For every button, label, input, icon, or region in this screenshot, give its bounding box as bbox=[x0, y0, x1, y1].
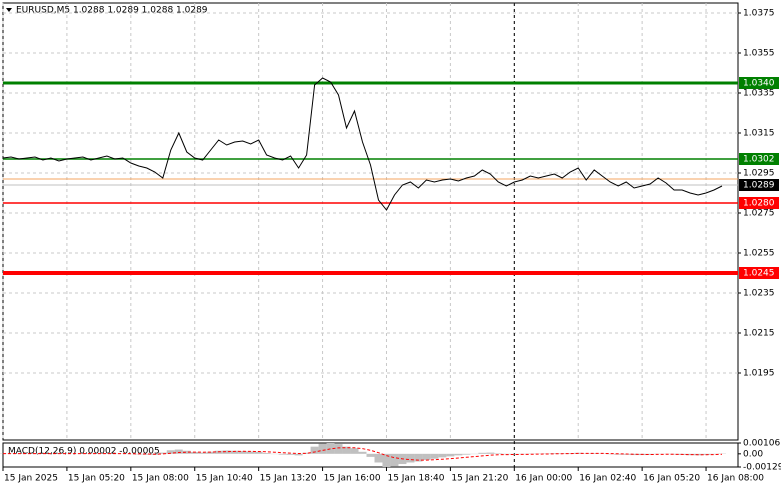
macd-bar bbox=[182, 450, 191, 454]
x-tick-label: 16 Jan 08:00 bbox=[707, 474, 764, 484]
macd-bar bbox=[502, 453, 511, 455]
macd-bar bbox=[206, 451, 215, 454]
macd-bar bbox=[350, 448, 359, 454]
y-tick-label: 1.0275 bbox=[743, 209, 775, 219]
y-tick-label: 1.0375 bbox=[743, 9, 775, 19]
y-tick-label: 1.0195 bbox=[743, 369, 775, 379]
x-tick-label: 15 Jan 13:20 bbox=[260, 474, 317, 484]
macd-bar bbox=[278, 453, 287, 455]
macd-bar bbox=[550, 453, 559, 454]
macd-bar bbox=[238, 451, 247, 454]
macd-bar bbox=[646, 453, 655, 455]
signal-line bbox=[3, 447, 723, 461]
macd-bar bbox=[422, 453, 431, 460]
macd-bar bbox=[486, 452, 495, 454]
bid-label: 1.0289 bbox=[743, 181, 775, 191]
macd-bar bbox=[222, 450, 231, 454]
macd-bar bbox=[310, 446, 319, 454]
macd-bar bbox=[318, 443, 327, 454]
level-label-box bbox=[739, 267, 779, 279]
price-line bbox=[2, 77, 723, 211]
macd-bar bbox=[390, 453, 399, 467]
y-tick-label: 1.0315 bbox=[743, 129, 775, 139]
level-label-box bbox=[739, 77, 779, 89]
y-tick-label: 0.00 bbox=[743, 449, 763, 459]
y-tick-label: -0.00129 bbox=[743, 463, 781, 473]
macd-bar bbox=[102, 453, 111, 454]
y-tick-label: 1.0335 bbox=[743, 89, 775, 99]
level-label: 1.0280 bbox=[743, 199, 775, 209]
x-tick-label: 15 Jan 08:00 bbox=[132, 474, 189, 484]
x-tick-label: 16 Jan 02:40 bbox=[579, 474, 636, 484]
macd-bar bbox=[198, 452, 207, 454]
macd-bar bbox=[430, 453, 439, 459]
macd-bar bbox=[382, 453, 391, 467]
macd-bar bbox=[406, 453, 415, 463]
chart-title: EURUSD,M5 1.0288 1.0289 1.0288 1.0289 bbox=[16, 6, 208, 16]
macd-bar bbox=[494, 453, 503, 454]
macd-bar bbox=[462, 453, 471, 455]
macd-bar bbox=[262, 453, 271, 454]
macd-bar bbox=[438, 453, 447, 458]
macd-bar bbox=[342, 446, 351, 454]
macd-title: MACD(12,26,9) 0.00002 -0.00005 bbox=[8, 447, 160, 457]
macd-bar bbox=[190, 451, 199, 454]
y-tick-label: 1.0215 bbox=[743, 329, 775, 339]
macd-bar bbox=[254, 451, 263, 454]
level-label: 1.0245 bbox=[743, 269, 775, 279]
macd-panel bbox=[2, 442, 739, 468]
macd-bar bbox=[158, 452, 167, 454]
y-tick-label: 1.0235 bbox=[743, 289, 775, 299]
x-tick-label: 16 Jan 05:20 bbox=[643, 474, 700, 484]
y-tick-label: 1.0255 bbox=[743, 249, 775, 259]
macd-bar bbox=[630, 453, 639, 456]
macd-bar bbox=[446, 453, 455, 457]
macd-bar bbox=[334, 444, 343, 454]
macd-bar bbox=[590, 453, 599, 454]
macd-bar bbox=[366, 453, 375, 457]
macd-bar bbox=[670, 453, 679, 455]
macd-bar bbox=[302, 452, 311, 454]
level-label: 1.0302 bbox=[743, 155, 775, 165]
y-tick-label: 0.00106 bbox=[743, 439, 780, 449]
macd-bar bbox=[454, 453, 463, 456]
macd-bar bbox=[286, 453, 295, 455]
macd-bar bbox=[710, 453, 719, 455]
bid-label-box bbox=[739, 179, 779, 191]
macd-bar bbox=[374, 453, 383, 463]
macd-bar bbox=[294, 453, 303, 456]
macd-bar bbox=[566, 453, 575, 454]
macd-bar bbox=[142, 453, 151, 455]
macd-bar bbox=[686, 453, 695, 456]
macd-bar bbox=[166, 450, 175, 454]
y-tick-label: 1.0295 bbox=[743, 169, 775, 179]
macd-bar bbox=[174, 449, 183, 454]
level-label: 1.0340 bbox=[743, 79, 775, 89]
y-tick-label: 1.0355 bbox=[743, 49, 775, 59]
x-tick-label: 16 Jan 00:00 bbox=[515, 474, 572, 484]
macd-bar bbox=[478, 452, 487, 454]
x-tick-label: 15 Jan 21:20 bbox=[451, 474, 508, 484]
x-tick-label: 15 Jan 05:20 bbox=[68, 474, 125, 484]
macd-bar bbox=[326, 443, 335, 454]
macd-bar bbox=[246, 451, 255, 454]
macd-bar bbox=[510, 453, 519, 455]
macd-bar bbox=[414, 453, 423, 462]
x-tick-label: 15 Jan 10:40 bbox=[196, 474, 253, 484]
level-label-box bbox=[739, 153, 779, 165]
menu-arrow bbox=[6, 8, 12, 12]
x-tick-label: 15 Jan 18:40 bbox=[387, 474, 444, 484]
x-tick-label: 15 Jan 2025 bbox=[4, 474, 58, 484]
level-label-box bbox=[739, 197, 779, 209]
x-tick-label: 15 Jan 16:00 bbox=[324, 474, 381, 484]
macd-bar bbox=[358, 451, 367, 454]
macd-bar bbox=[230, 450, 239, 454]
